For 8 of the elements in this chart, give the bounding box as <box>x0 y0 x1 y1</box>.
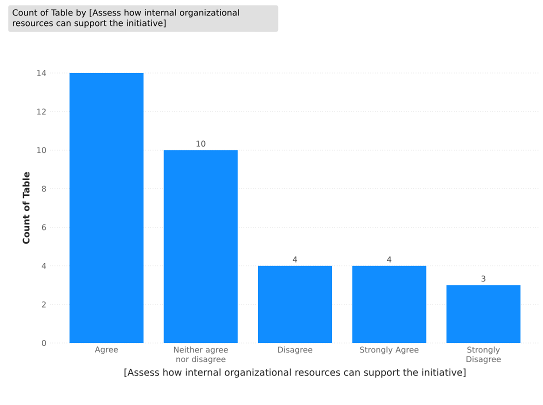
bar <box>352 266 426 343</box>
bar <box>258 266 332 343</box>
y-axis-title: Count of Table <box>22 172 30 244</box>
chart-title: Count of Table by [Assess how internal organizational resources can support the initiative] <box>12 9 239 28</box>
bar <box>164 150 238 343</box>
x-axis-title: [Assess how internal organizational resources can support the initiative] <box>124 368 466 378</box>
bar <box>446 285 520 343</box>
bar <box>70 73 144 343</box>
